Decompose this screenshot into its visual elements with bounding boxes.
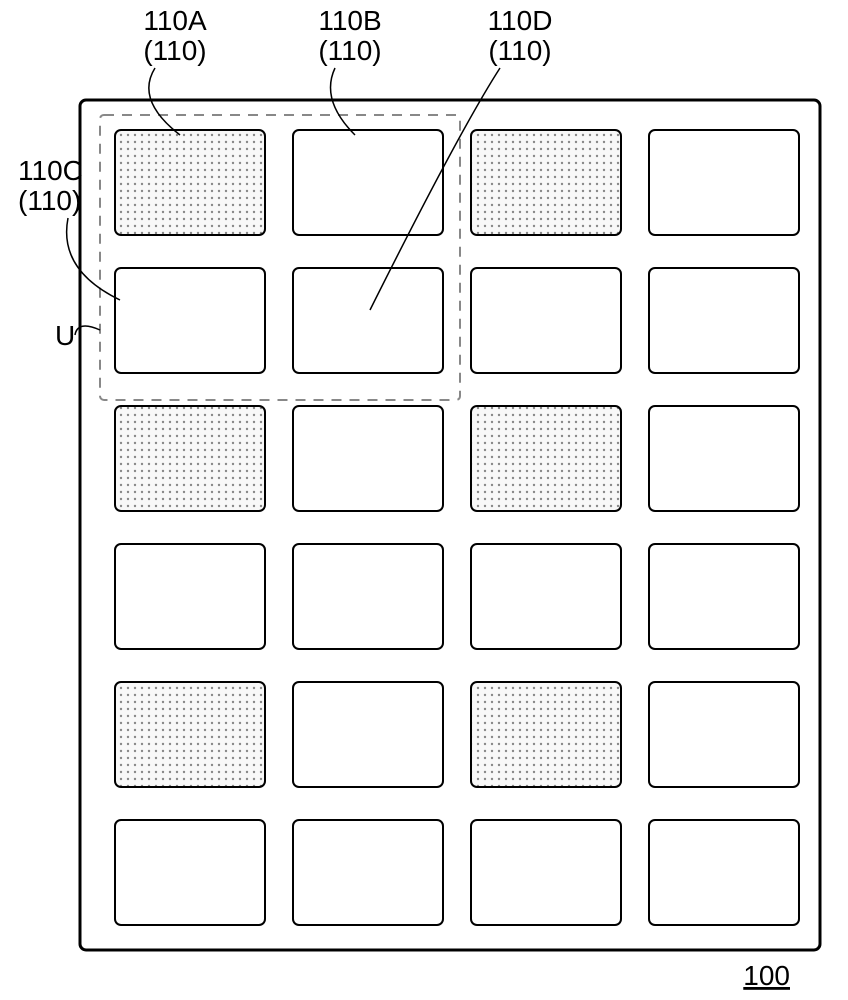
pixel-cell-shaded	[115, 130, 265, 235]
pixel-cell-shaded	[471, 130, 621, 235]
pixel-cell	[293, 682, 443, 787]
pixel-cell	[293, 406, 443, 511]
pixel-cell	[115, 268, 265, 373]
pixel-cell	[115, 544, 265, 649]
label-110b: 110B(110)	[318, 5, 381, 66]
pixel-cell	[293, 544, 443, 649]
pixel-cell	[293, 820, 443, 925]
pixel-cell	[649, 268, 799, 373]
label-110a: 110A(110)	[143, 5, 207, 66]
pixel-cell	[649, 544, 799, 649]
pixel-cell	[471, 820, 621, 925]
pixel-cell-shaded	[115, 682, 265, 787]
figure-number: 100	[743, 960, 790, 991]
pixel-cell	[471, 544, 621, 649]
pixel-cell-shaded	[115, 406, 265, 511]
pixel-cell	[293, 268, 443, 373]
label-110d: 110D(110)	[488, 5, 553, 66]
pixel-cell-shaded	[471, 406, 621, 511]
label-u: U	[55, 320, 75, 351]
pixel-cell-shaded	[471, 682, 621, 787]
pixel-cell	[649, 820, 799, 925]
pixel-cell	[115, 820, 265, 925]
pixel-cell	[649, 130, 799, 235]
pixel-cell	[293, 130, 443, 235]
label-110c: 110C(110)	[18, 155, 83, 216]
pixel-cell	[471, 268, 621, 373]
pixel-cell	[649, 682, 799, 787]
pixel-cell	[649, 406, 799, 511]
